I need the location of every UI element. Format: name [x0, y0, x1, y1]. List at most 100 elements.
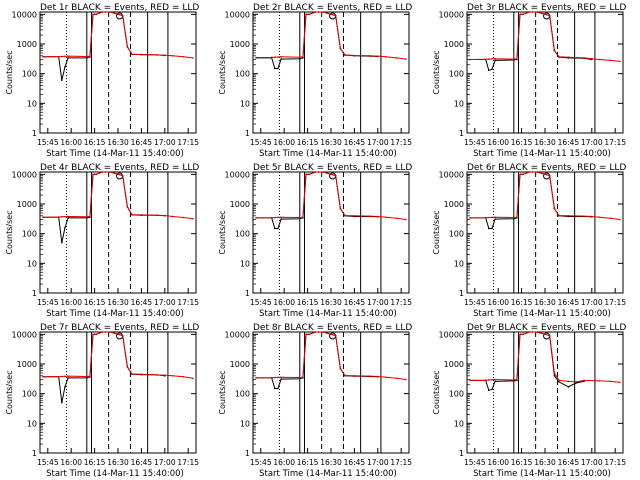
chart-panel-2: Det 2r BLACK = Events, RED = LLD 1 10 100 10… — [218, 3, 412, 159]
data-point-lld — [67, 375, 69, 377]
y-tick-label: 1 — [459, 449, 464, 458]
chart-title: Det 8r BLACK = Events, RED = LLD — [253, 323, 412, 333]
chart-panel-6: Det 6r BLACK = Events, RED = LLD 1 10 100 10… — [432, 163, 626, 319]
data-point-lld — [270, 376, 273, 379]
data-point-lld — [89, 55, 91, 57]
data-point-lld — [334, 174, 337, 177]
x-tick-label: 16:00 — [487, 458, 509, 467]
data-point-lld — [322, 11, 325, 13]
data-point-lld — [274, 56, 276, 58]
y-tick-label: 100 — [449, 390, 464, 399]
data-point-lld — [57, 216, 60, 218]
y-tick-label: 1000 — [17, 40, 37, 49]
y-axis-label: Counts/sec — [432, 50, 441, 94]
x-tick-label: 16:45 — [558, 298, 580, 307]
x-tick-label: 15:45 — [464, 458, 486, 467]
data-point-lld — [339, 207, 342, 210]
data-point-lld — [92, 13, 94, 16]
data-point-events — [61, 401, 63, 404]
data-point-lld — [274, 376, 276, 379]
data-point-lld — [302, 376, 304, 378]
data-point-lld — [513, 379, 515, 381]
x-tick-label: 16:45 — [558, 138, 580, 147]
data-point-lld — [192, 377, 194, 380]
data-point-lld — [101, 331, 104, 333]
data-point-lld — [126, 206, 129, 208]
data-point-lld — [95, 13, 97, 16]
data-point-events — [67, 57, 69, 59]
chart-title: Det 1r BLACK = Events, RED = LLD — [40, 3, 199, 13]
data-point-lld — [92, 333, 94, 336]
chart-title: Det 4r BLACK = Events, RED = LLD — [40, 163, 199, 173]
x-tick-label: 17:00 — [367, 138, 389, 147]
x-tick-label: 17:15 — [390, 138, 412, 147]
data-point-lld — [494, 57, 496, 60]
x-tick-label: 16:00 — [273, 458, 295, 467]
data-point-lld — [528, 171, 531, 173]
chart-panel-5: Det 5r BLACK = Events, RED = LLD 1 10 100 10… — [218, 163, 412, 319]
data-point-lld — [89, 375, 91, 377]
chart-title: Det 2r BLACK = Events, RED = LLD — [253, 3, 412, 13]
data-point-lld — [109, 171, 111, 173]
data-point-events — [488, 389, 490, 392]
data-point-lld — [488, 379, 490, 381]
data-point-lld — [109, 331, 111, 333]
x-tick-label: 16:15 — [84, 458, 106, 467]
chart-title: Det 5r BLACK = Events, RED = LLD — [253, 163, 412, 173]
x-tick-label: 16:00 — [273, 138, 295, 147]
x-tick-label: 16:30 — [534, 298, 556, 307]
data-point-lld — [42, 376, 44, 378]
data-point-lld — [591, 57, 593, 60]
data-point-lld — [377, 375, 379, 378]
data-point-lld — [156, 374, 158, 376]
y-tick-label: 1000 — [444, 200, 464, 209]
data-point-lld — [280, 56, 282, 58]
y-tick-label: 1 — [245, 129, 250, 138]
data-point-lld — [609, 217, 612, 220]
data-point-events — [494, 218, 496, 220]
data-point-lld — [104, 331, 107, 333]
y-tick-label: 1 — [459, 289, 464, 298]
data-point-lld — [377, 215, 379, 218]
data-point-lld — [92, 173, 94, 176]
y-tick-label: 10 — [454, 259, 464, 268]
data-point-lld — [322, 331, 325, 333]
chart-panel-3: Det 3r BLACK = Events, RED = LLD 1 10 100 10… — [432, 3, 626, 159]
data-point-lld — [395, 377, 398, 380]
data-point-lld — [531, 11, 534, 13]
x-tick-label: 17:15 — [177, 138, 199, 147]
data-point-lld — [61, 216, 63, 218]
data-point-lld — [583, 57, 585, 59]
data-point-lld — [299, 56, 301, 58]
chart-title: Det 3r BLACK = Events, RED = LLD — [467, 3, 626, 13]
data-point-lld — [583, 215, 585, 217]
data-point-lld — [405, 58, 407, 60]
x-tick-label: 16:30 — [107, 458, 129, 467]
data-point-lld — [553, 372, 556, 374]
data-point-lld — [61, 375, 63, 378]
data-point-lld — [164, 54, 166, 56]
data-point-lld — [95, 173, 97, 176]
data-point-lld — [531, 171, 534, 173]
data-point-lld — [192, 57, 194, 59]
data-point-lld — [488, 58, 490, 60]
x-tick-label: 16:45 — [131, 298, 153, 307]
data-point-lld — [558, 56, 560, 58]
x-tick-label: 16:30 — [320, 138, 342, 147]
data-point-lld — [384, 376, 387, 378]
data-point-events — [86, 377, 88, 379]
x-tick-label: 16:45 — [558, 458, 580, 467]
data-point-events — [64, 386, 66, 388]
x-tick-label: 16:30 — [320, 458, 342, 467]
data-point-lld — [536, 331, 538, 333]
y-tick-label: 10 — [454, 99, 464, 108]
x-tick-label: 17:15 — [177, 298, 199, 307]
x-tick-label: 15:45 — [464, 298, 486, 307]
data-point-events — [488, 69, 490, 72]
y-tick-label: 100 — [235, 230, 250, 239]
y-tick-label: 10000 — [12, 10, 37, 19]
y-tick-label: 1000 — [444, 360, 464, 369]
x-tick-label: 16:00 — [273, 298, 295, 307]
chart-panel-4: Det 4r BLACK = Events, RED = LLD 1 10 100 10… — [5, 163, 199, 319]
data-point-lld — [344, 214, 346, 217]
